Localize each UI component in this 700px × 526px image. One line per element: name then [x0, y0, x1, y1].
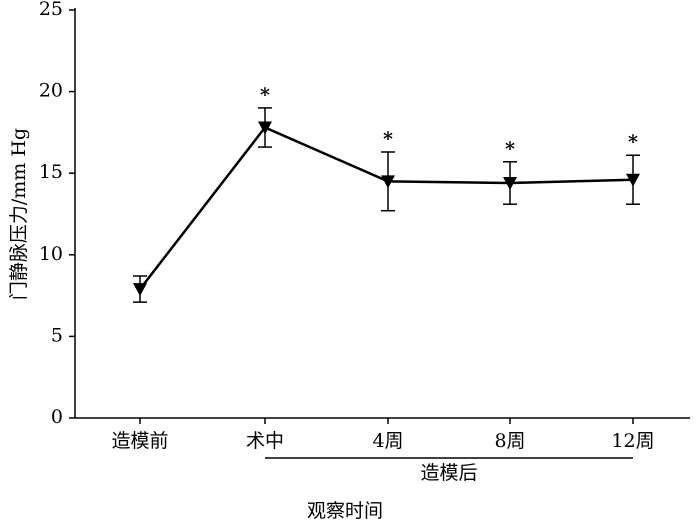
group-label: 造模后 — [420, 462, 477, 484]
y-tick-label: 10 — [39, 243, 63, 265]
x-tick-label: 4周 — [372, 430, 403, 452]
marker — [258, 121, 272, 135]
y-tick-label: 25 — [39, 0, 63, 20]
y-tick-label: 15 — [39, 161, 63, 183]
y-tick-label: 20 — [39, 80, 63, 102]
y-tick-label: 0 — [51, 406, 63, 428]
x-tick-label: 8周 — [494, 430, 525, 452]
significance-mark: * — [628, 131, 638, 153]
marker — [503, 176, 517, 190]
significance-mark: * — [383, 128, 393, 150]
x-axis-label: 观察时间 — [307, 500, 383, 522]
x-tick-label: 造模前 — [111, 430, 168, 452]
marker — [133, 283, 147, 297]
y-tick-label: 5 — [51, 324, 63, 346]
marker — [381, 175, 395, 189]
marker — [626, 173, 640, 187]
x-tick-label: 术中 — [246, 430, 284, 452]
significance-mark: * — [505, 138, 515, 160]
significance-mark: * — [260, 84, 270, 106]
y-axis-label: 门静脉压力/mm Hg — [8, 128, 30, 300]
x-tick-label: 12周 — [611, 430, 654, 452]
